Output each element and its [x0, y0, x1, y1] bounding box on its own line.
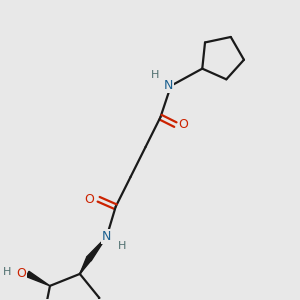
Text: N: N [102, 230, 111, 243]
Polygon shape [80, 258, 91, 274]
Polygon shape [26, 271, 50, 286]
Text: H: H [118, 241, 126, 250]
Text: H: H [3, 266, 12, 277]
Text: O: O [85, 193, 94, 206]
Text: O: O [16, 267, 26, 280]
Polygon shape [86, 237, 107, 261]
Text: N: N [164, 79, 173, 92]
Text: H: H [151, 70, 160, 80]
Text: O: O [178, 118, 188, 131]
